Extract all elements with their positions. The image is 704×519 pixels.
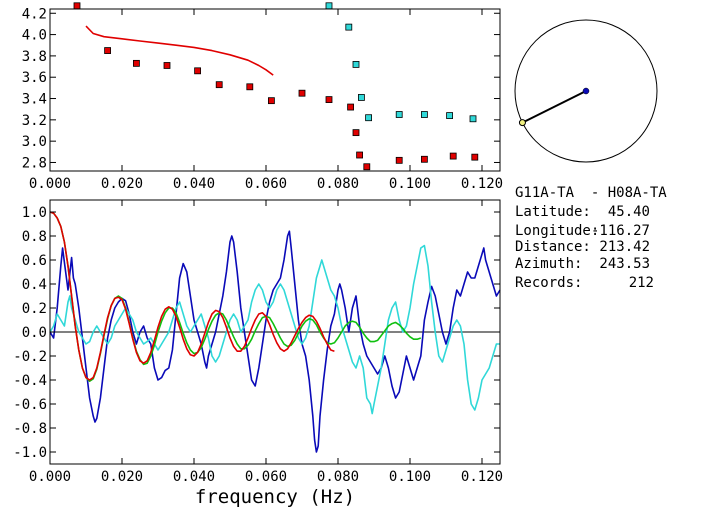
red-point — [347, 103, 355, 111]
red-point — [215, 81, 223, 89]
y-tick-label: -0.2 — [13, 349, 47, 365]
station-pair-title: G11A-TA - H08A-TA — [515, 185, 667, 201]
distance-label: Distance: — [515, 239, 591, 255]
red-point — [132, 59, 140, 67]
red-point — [194, 67, 202, 75]
latitude-value: 45.40 — [608, 204, 650, 220]
y-tick-label: -0.4 — [13, 373, 47, 389]
cyan-point — [395, 111, 403, 118]
red-point — [73, 2, 81, 10]
red-point — [163, 62, 171, 69]
station-marker — [582, 87, 590, 95]
y-tick-label: 3.4 — [22, 92, 47, 108]
x-tick-label: 0.120 — [461, 176, 503, 192]
y-tick-label: 1.0 — [22, 205, 47, 221]
x-axis-label: frequency (Hz) — [195, 486, 355, 508]
red-point — [352, 129, 360, 137]
red-point — [356, 151, 364, 159]
red-series-line — [85, 25, 274, 76]
top-chart-plot — [73, 2, 479, 171]
red-point — [420, 155, 428, 163]
y-tick-label: 2.8 — [22, 155, 47, 171]
latitude-label: Latitude: — [515, 204, 591, 220]
red-point — [298, 89, 306, 97]
azimuth-value: 243.53 — [599, 256, 650, 272]
path-line — [521, 90, 587, 124]
y-tick-label: 0.2 — [22, 301, 47, 317]
longitude-value: -116.27 — [591, 223, 650, 239]
x-tick-label: 0.100 — [389, 469, 431, 485]
red-series-line — [49, 211, 335, 381]
top-chart-frame — [49, 8, 501, 172]
cyan-point — [345, 23, 353, 31]
y-tick-label: 3.6 — [22, 70, 47, 86]
x-tick-label: 0.000 — [29, 176, 71, 192]
cyan-point — [446, 112, 454, 119]
y-tick-label: -0.6 — [13, 397, 47, 413]
bottom-chart-plot — [49, 211, 501, 453]
bottom-chart: 0.000 0.020 0.040 0.060 0.080 0.100 0.120 1.0 0.… — [13, 199, 503, 508]
red-point — [363, 163, 371, 171]
bottom-chart-axes: 0.000 0.020 0.040 0.060 0.080 0.100 0.120 1.0 0.… — [13, 200, 503, 485]
longitude-label: Longitude: — [515, 223, 599, 239]
y-tick-label: 4.2 — [22, 6, 47, 22]
red-point — [267, 97, 275, 105]
top-chart-axes: 0.000 0.020 0.040 0.060 0.080 0.100 0.120 2.8 3.… — [22, 6, 503, 192]
y-tick-label: 4.0 — [22, 28, 47, 44]
x-tick-label: 0.020 — [101, 469, 143, 485]
y-tick-label: 0.8 — [22, 229, 47, 245]
cyan-point — [325, 2, 333, 10]
x-tick-label: 0.120 — [461, 469, 503, 485]
x-tick-label: 0.060 — [245, 469, 287, 485]
x-tick-label: 0.020 — [101, 176, 143, 192]
top-chart: 0.000 0.020 0.040 0.060 0.080 0.100 0.120 2.8 3.… — [22, 2, 503, 192]
cyan-point — [420, 111, 428, 118]
x-tick-label: 0.080 — [317, 176, 359, 192]
records-value: 212 — [629, 275, 654, 291]
y-tick-label: 3.8 — [22, 49, 47, 65]
y-tick-label: 0.4 — [22, 277, 47, 293]
x-tick-label: 0.060 — [245, 176, 287, 192]
cyan-point — [357, 94, 365, 101]
x-tick-label: 0.000 — [29, 469, 71, 485]
distance-value: 213.42 — [599, 239, 650, 255]
y-tick-label: 3.0 — [22, 134, 47, 150]
y-tick-label: 0.0 — [22, 325, 47, 341]
map-circle — [514, 19, 658, 163]
event-marker — [518, 119, 526, 127]
location-map — [514, 19, 658, 163]
red-point — [104, 47, 111, 54]
cyan-series-line — [49, 244, 500, 415]
red-point — [325, 96, 333, 103]
red-point — [471, 153, 479, 161]
red-point — [449, 152, 457, 160]
azimuth-label: Azimuth: — [515, 256, 582, 272]
x-tick-label: 0.040 — [173, 176, 215, 192]
y-tick-label: 0.6 — [22, 253, 47, 269]
red-point — [395, 156, 403, 164]
y-tick-label: -1.0 — [13, 445, 47, 461]
records-label: Records: — [515, 275, 582, 291]
cyan-point — [352, 61, 360, 68]
x-tick-label: 0.040 — [173, 469, 215, 485]
info-panel: G11A-TA - H08A-TA Latitude: 45.40 Longit… — [515, 185, 667, 291]
blue-series-line — [49, 230, 501, 453]
red-point — [246, 83, 254, 91]
y-tick-label: 3.2 — [22, 113, 47, 129]
x-tick-label: 0.100 — [389, 176, 431, 192]
y-tick-label: -0.8 — [13, 421, 47, 437]
cyan-point — [469, 115, 477, 123]
x-tick-label: 0.080 — [317, 469, 359, 485]
cyan-point — [365, 114, 373, 122]
